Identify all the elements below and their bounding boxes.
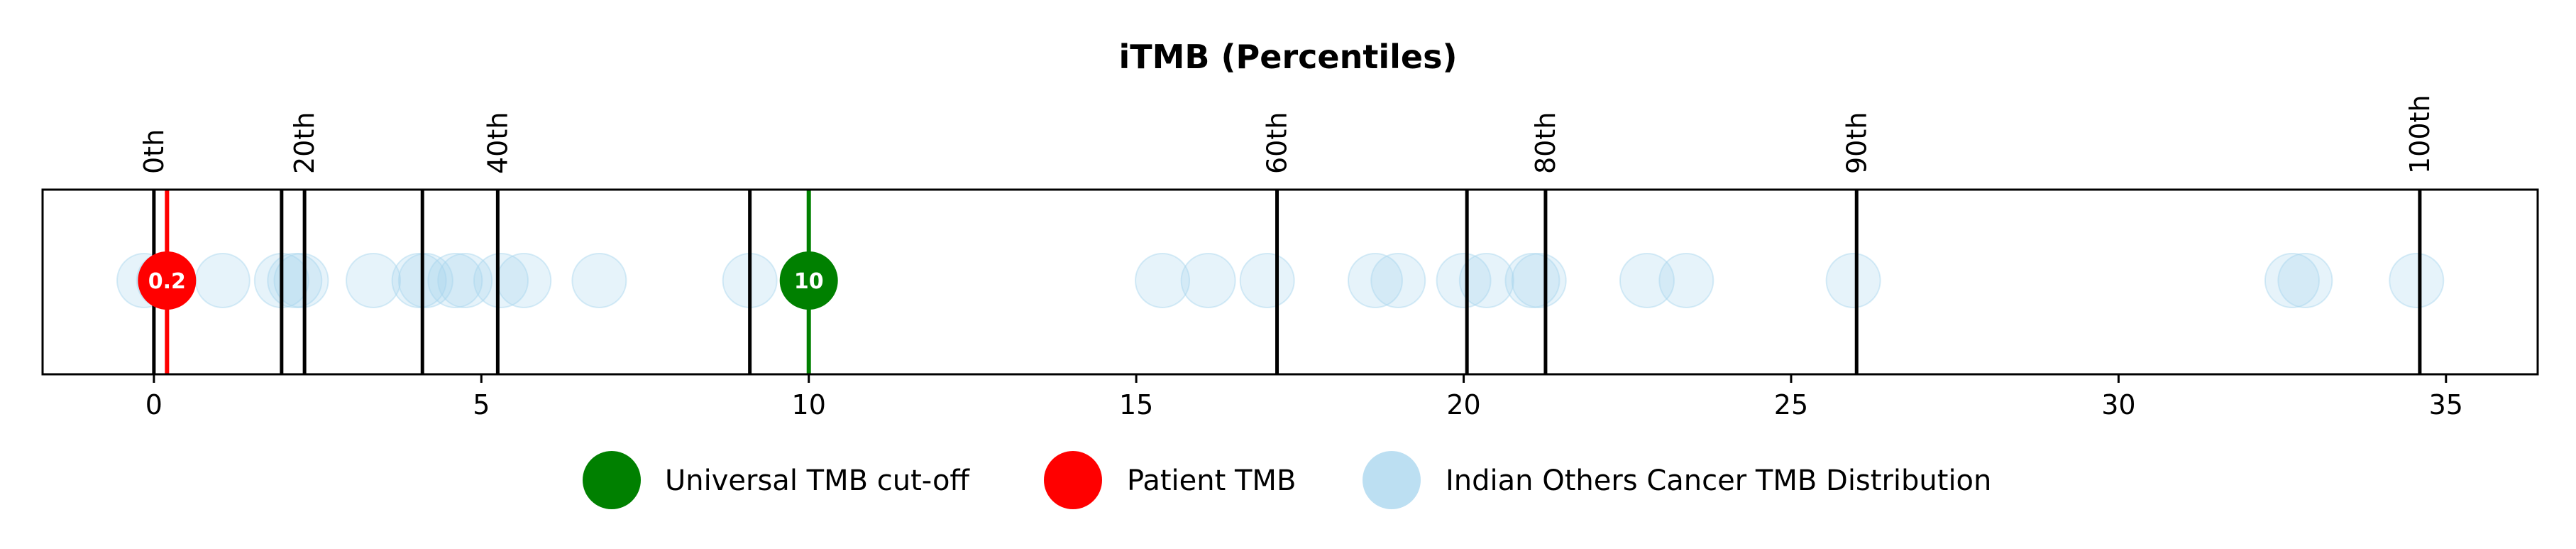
distribution-point bbox=[1347, 253, 1403, 308]
x-tick-label: 30 bbox=[2101, 389, 2135, 420]
series-point-label: 0.2 bbox=[148, 269, 186, 294]
percentile-label: 90th bbox=[1841, 112, 1872, 174]
series-point-label: 10 bbox=[794, 269, 824, 294]
series-point bbox=[138, 251, 197, 310]
distribution-point bbox=[1370, 253, 1426, 308]
distribution-point bbox=[1619, 253, 1675, 308]
distribution-points bbox=[116, 253, 2445, 308]
distribution-point bbox=[2277, 253, 2333, 308]
distribution-point bbox=[2264, 253, 2320, 308]
legend-marker bbox=[1044, 451, 1102, 509]
distribution-point bbox=[496, 253, 552, 308]
x-tick-label: 5 bbox=[473, 389, 490, 420]
distribution-point bbox=[1825, 253, 1881, 308]
distribution-point bbox=[391, 253, 447, 308]
distribution-point bbox=[1658, 253, 1714, 308]
x-tick-label: 25 bbox=[1774, 389, 1808, 420]
legend-label: Indian Others Cancer TMB Distribution bbox=[1446, 464, 1991, 497]
plot-frame bbox=[41, 188, 2539, 376]
x-tick-label: 10 bbox=[792, 389, 826, 420]
highlight-markers: 100.2 bbox=[138, 190, 838, 374]
x-axis: 0 5 10 15 20 25 30 35 bbox=[145, 374, 2463, 420]
distribution-point bbox=[346, 253, 402, 308]
distribution-point bbox=[1239, 253, 1295, 308]
percentile-label: 0th bbox=[138, 129, 170, 174]
distribution-point bbox=[1511, 253, 1567, 308]
distribution-point bbox=[2389, 253, 2445, 308]
distribution-point bbox=[473, 253, 529, 308]
percentile-label: 60th bbox=[1262, 112, 1293, 174]
x-tick-label: 35 bbox=[2429, 389, 2463, 420]
distribution-point bbox=[194, 253, 251, 308]
legend-marker bbox=[1363, 451, 1421, 509]
legend-label: Patient TMB bbox=[1127, 464, 1296, 497]
x-tick-label: 15 bbox=[1119, 389, 1153, 420]
percentile-label: 100th bbox=[2404, 94, 2435, 174]
percentile-label: 40th bbox=[482, 112, 513, 174]
distribution-point bbox=[1436, 253, 1492, 308]
percentile-label: 20th bbox=[289, 112, 320, 174]
legend: Universal TMB cut-off Patient TMB Indian O… bbox=[583, 451, 1991, 509]
distribution-point bbox=[1135, 253, 1191, 308]
distribution-point bbox=[571, 253, 627, 308]
legend-label: Universal TMB cut-off bbox=[665, 464, 970, 497]
chart-title: iTMB (Percentiles) bbox=[1119, 38, 1458, 76]
distribution-point bbox=[397, 253, 453, 308]
distribution-point bbox=[1180, 253, 1236, 308]
percentile-lines: 0th 20th 40th 60th 80th 90th 100th bbox=[138, 94, 2435, 374]
distribution-point bbox=[437, 253, 493, 308]
distribution-point bbox=[427, 253, 483, 308]
x-tick-label: 0 bbox=[145, 389, 163, 420]
legend-marker bbox=[583, 451, 641, 509]
distribution-point bbox=[273, 253, 329, 308]
percentile-label: 80th bbox=[1530, 112, 1561, 174]
distribution-point bbox=[1458, 253, 1514, 308]
x-tick-label: 20 bbox=[1446, 389, 1480, 420]
series-point bbox=[779, 251, 838, 310]
